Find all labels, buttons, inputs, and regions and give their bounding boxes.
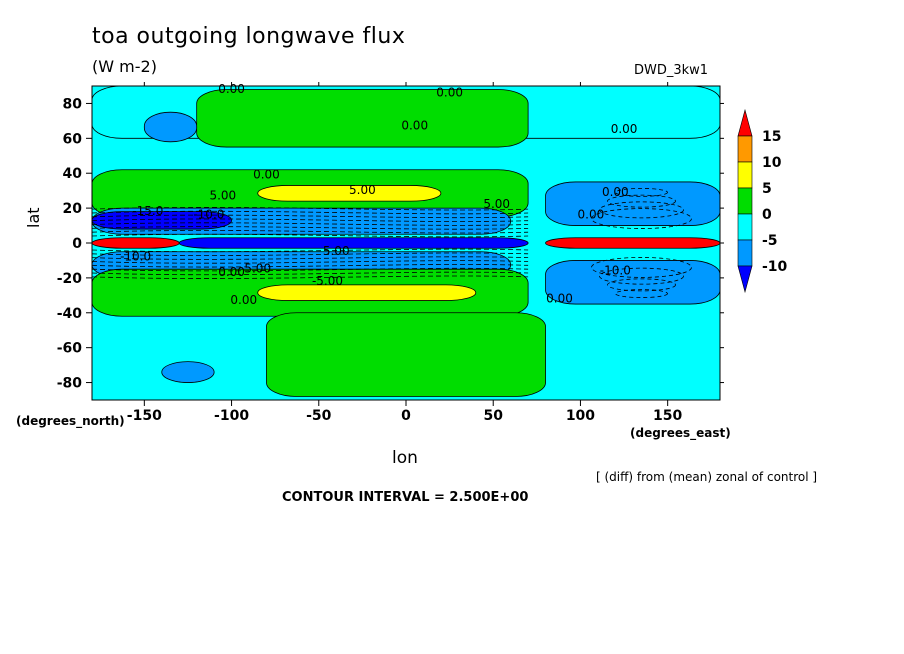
contour-label: 0.00 <box>436 85 463 99</box>
colorbar-label: -10 <box>762 259 788 275</box>
y-tick-label: 60 <box>63 131 83 147</box>
chart-title: toa outgoing longwave flux <box>92 24 406 49</box>
x-tick-label: -50 <box>306 408 332 424</box>
contour-label: 0.00 <box>578 208 605 222</box>
contour-label: 5.00 <box>483 197 510 211</box>
contour-line-indo-n <box>599 201 684 219</box>
contour-line-n <box>91 207 529 211</box>
contour-line-n <box>91 210 529 215</box>
colorbar-label: 0 <box>762 207 772 223</box>
colorbar-segment <box>737 213 753 241</box>
y-tick-label: 40 <box>63 166 83 182</box>
y-axis-units: (degrees_north) <box>16 414 125 428</box>
region-equator-dark <box>178 237 529 249</box>
x-tick-label: 0 <box>401 408 411 424</box>
x-axis-label: lon <box>392 448 418 468</box>
contour-label: 0.00 <box>401 119 428 133</box>
contour-label: -10.0 <box>600 263 631 277</box>
contour-label: 5.00 <box>323 244 350 258</box>
contour-line-indo-s <box>599 267 684 285</box>
contour-line-indo-s <box>591 257 692 278</box>
colorbar-label: 10 <box>762 155 782 171</box>
units-label: (W m-2) <box>92 57 157 76</box>
colorbar-label: 5 <box>762 181 772 197</box>
region-equator-red <box>91 237 180 249</box>
colorbar-segment <box>737 135 753 163</box>
colorbar-segment <box>737 187 753 215</box>
contour-line-n <box>91 230 529 234</box>
x-tick-label: 150 <box>653 408 682 424</box>
region-nh-subtropic-yellow <box>257 185 442 202</box>
y-tick-label: -80 <box>57 376 83 392</box>
contour-line-n <box>91 218 529 222</box>
contour-line-s <box>91 275 529 279</box>
contour-line-indo-s <box>607 278 676 292</box>
contour-label: 0.00 <box>230 293 257 307</box>
colorbar-bottom-arrow <box>737 265 753 294</box>
contour-label: -5.00 <box>312 274 343 288</box>
colorbar-label: -5 <box>762 233 778 249</box>
y-tick-label: 0 <box>72 236 82 252</box>
contour-label: -15.0 <box>132 204 163 218</box>
contour-label: -10.0 <box>193 208 224 222</box>
colorbar-label: 15 <box>762 129 781 145</box>
contour-interval: CONTOUR INTERVAL = 2.500E+00 <box>282 490 529 505</box>
contour-line-s <box>91 252 529 256</box>
x-tick-label: 50 <box>483 408 503 424</box>
colorbar-top-arrow <box>737 108 753 137</box>
run-label: DWD_3kw1 <box>634 63 709 78</box>
contour-line-n <box>91 214 529 219</box>
x-tick-label: -150 <box>127 408 162 424</box>
contour-line-n <box>91 222 529 226</box>
y-tick-label: 80 <box>63 96 83 112</box>
contour-label: 0.00 <box>602 185 629 199</box>
contour-line-s <box>91 271 529 276</box>
contour-line-indo-n <box>607 194 676 208</box>
colorbar-segment <box>737 161 753 189</box>
region-indo-red <box>545 237 721 249</box>
contour-line-n <box>91 233 529 238</box>
contour-line-s <box>91 267 529 272</box>
y-tick-label: -20 <box>57 271 83 287</box>
region-south-blue-patch <box>161 361 215 383</box>
contour-label: 0.00 <box>218 265 245 279</box>
x-tick-label: 100 <box>566 408 595 424</box>
contour-label: 5.00 <box>349 183 376 197</box>
y-tick-label: -40 <box>57 306 83 322</box>
region-north-blue-patch <box>143 111 198 143</box>
contour-line-indo-s <box>615 289 668 298</box>
contour-label: -10.0 <box>120 249 151 263</box>
contour-label: 0.00 <box>253 167 280 181</box>
contour-line-s <box>91 260 529 264</box>
y-tick-label: 20 <box>63 201 83 217</box>
region-sh-green-patch <box>266 312 546 397</box>
contour-label: 5.00 <box>244 262 271 276</box>
contour-line-s <box>91 256 529 260</box>
region-north-green-mid <box>196 89 529 148</box>
colorbar-segment <box>737 239 753 267</box>
x-tick-label: -100 <box>214 408 249 424</box>
contour-label: 0.00 <box>611 122 638 136</box>
region-sh-subtropic-yellow <box>257 284 477 301</box>
contour-label: 0.00 <box>546 291 573 305</box>
diff-note: [ (diff) from (mean) zonal of control ] <box>596 470 818 484</box>
contour-line-s <box>91 248 529 253</box>
contour-line-n <box>91 226 529 230</box>
contour-line-indo-n <box>615 188 668 197</box>
y-tick-label: -60 <box>57 341 83 357</box>
contour-line-s <box>91 264 529 268</box>
contour-label: 5.00 <box>209 188 236 202</box>
contour-label: 0.00 <box>218 82 245 96</box>
x-axis-units: (degrees_east) <box>630 426 731 440</box>
contour-line-indo-n <box>591 208 692 229</box>
